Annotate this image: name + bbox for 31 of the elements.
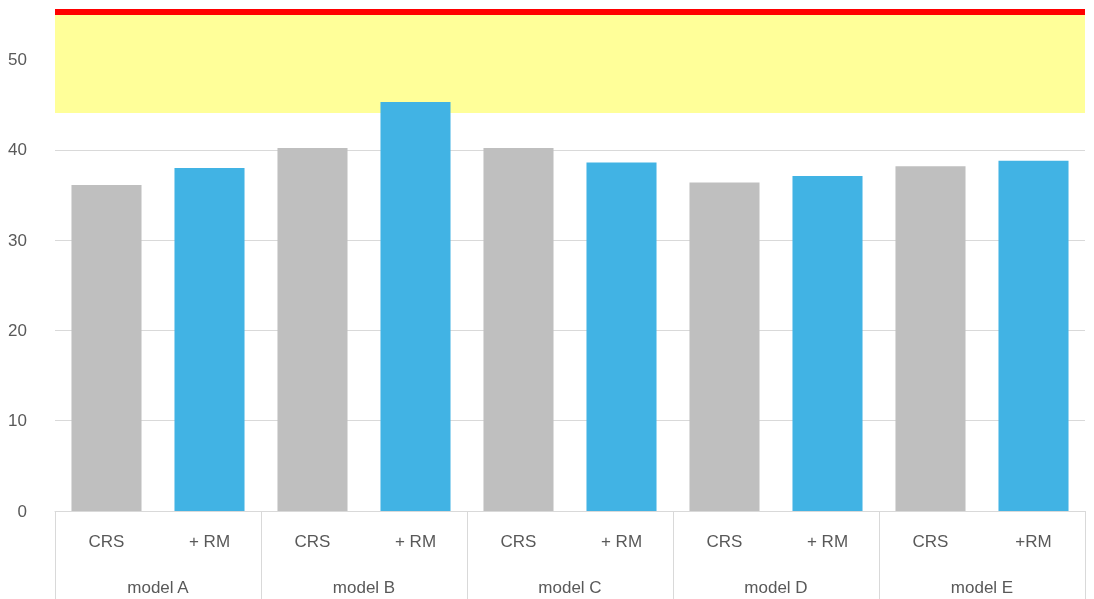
bar — [380, 102, 451, 511]
x-tick-label: CRS — [706, 532, 743, 551]
bar — [71, 185, 142, 511]
x-tick-label: CRS — [912, 532, 949, 551]
text: model D — [744, 578, 808, 597]
y-tick-label: 50 — [8, 50, 27, 70]
x-tick-label: +RM — [1015, 532, 1052, 551]
x-tick-label: CRS — [88, 532, 125, 551]
bar — [174, 167, 245, 511]
bar — [586, 162, 657, 511]
x-tick-label: CRS — [500, 532, 537, 551]
bar — [895, 166, 966, 511]
text: model B — [332, 578, 396, 597]
text: model A — [127, 578, 190, 597]
y-tick-label: 40 — [8, 140, 27, 160]
y-tick-label: 10 — [8, 411, 27, 431]
bar — [483, 148, 554, 511]
x-tick-label: + RM — [600, 532, 643, 551]
bar — [277, 148, 348, 511]
text: model C — [538, 578, 602, 597]
x-tick-label: + RM — [188, 532, 231, 551]
y-tick-label: 30 — [8, 230, 27, 250]
bar — [998, 160, 1069, 511]
x-tick-label: + RM — [806, 532, 849, 551]
text: model E — [950, 578, 1014, 597]
bar — [792, 176, 863, 511]
x-tick-label: CRS — [294, 532, 331, 551]
y-tick-label: 20 — [8, 320, 27, 340]
bar — [689, 182, 760, 511]
y-tick-label: 0 — [17, 501, 27, 521]
x-tick-label: + RM — [394, 532, 437, 551]
